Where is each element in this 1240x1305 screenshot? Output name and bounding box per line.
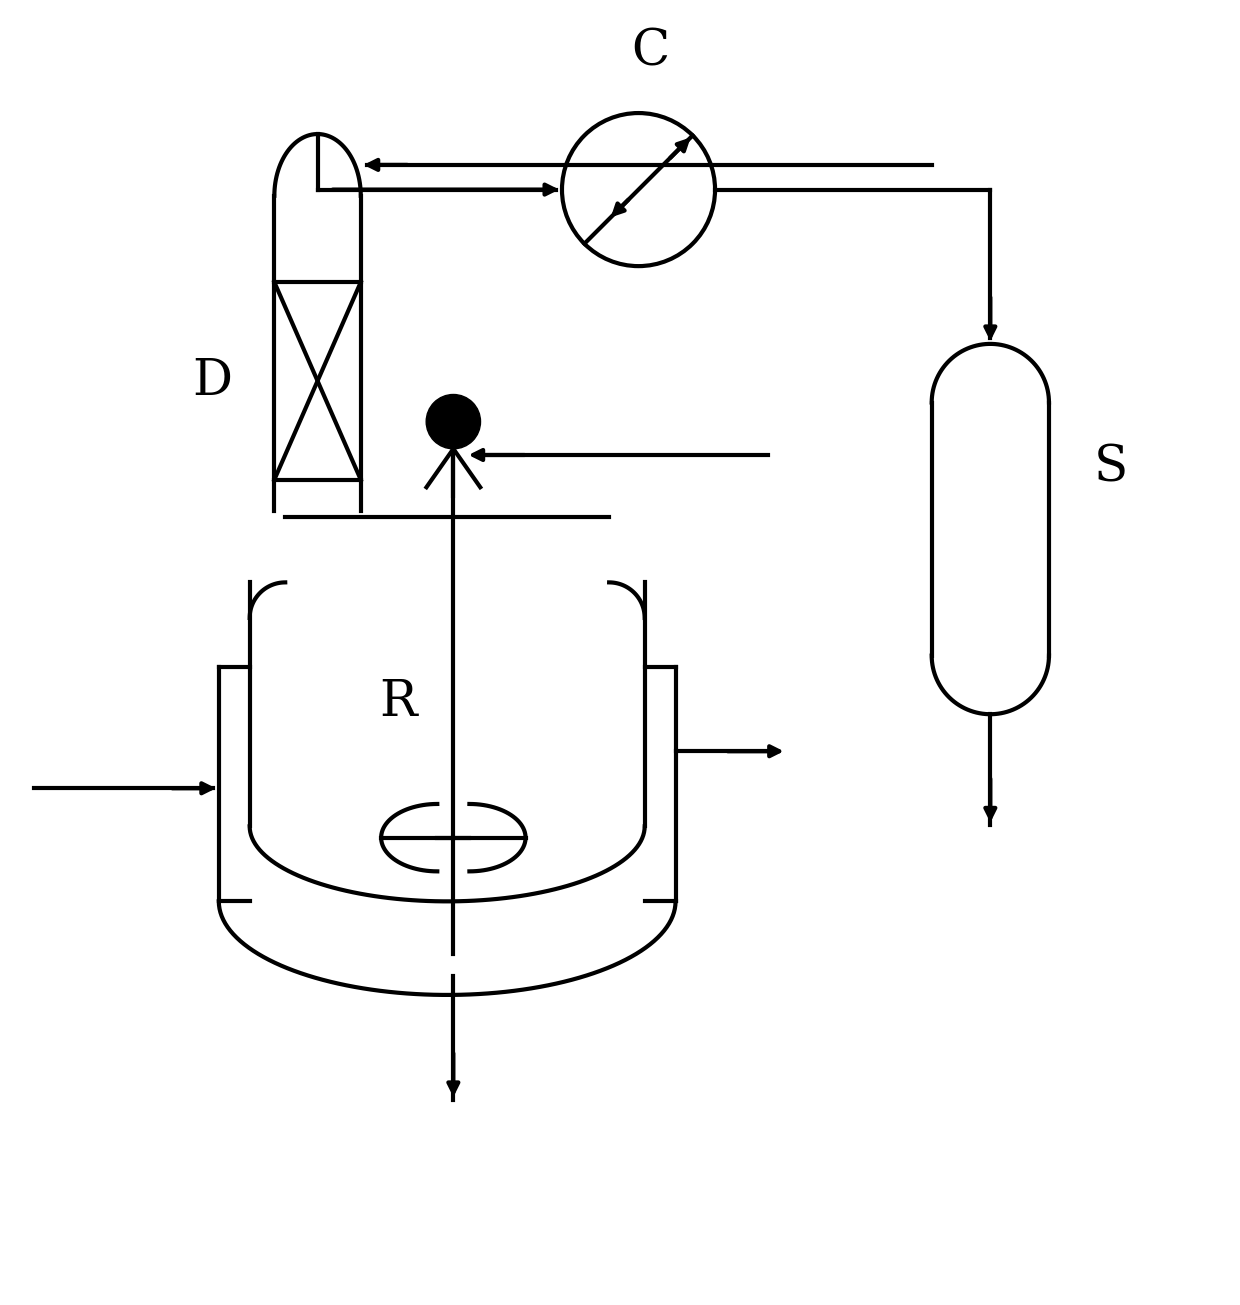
Text: C: C [631,26,670,76]
Text: D: D [192,356,233,406]
Circle shape [427,394,481,449]
Text: R: R [379,677,417,727]
Text: S: S [1094,442,1128,492]
